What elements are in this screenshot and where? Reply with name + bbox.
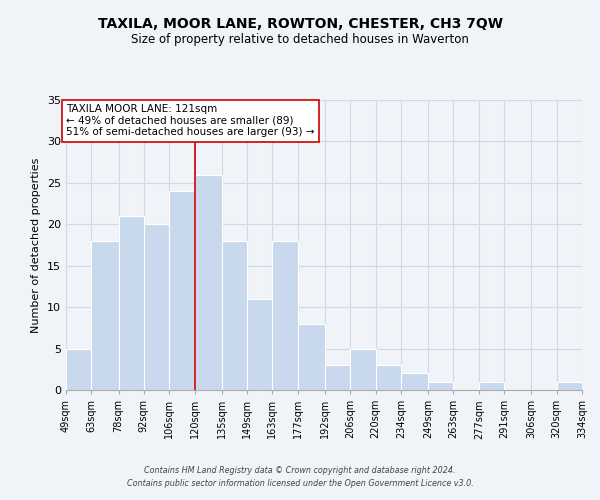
Bar — [325, 365, 350, 390]
Bar — [119, 216, 144, 390]
Bar — [272, 241, 298, 390]
Bar — [376, 365, 401, 390]
Bar — [222, 241, 247, 390]
Bar — [194, 174, 222, 390]
Bar — [557, 382, 582, 390]
Bar — [66, 348, 91, 390]
Text: Contains HM Land Registry data © Crown copyright and database right 2024.
Contai: Contains HM Land Registry data © Crown c… — [127, 466, 473, 487]
Y-axis label: Number of detached properties: Number of detached properties — [31, 158, 41, 332]
Text: TAXILA MOOR LANE: 121sqm
← 49% of detached houses are smaller (89)
51% of semi-d: TAXILA MOOR LANE: 121sqm ← 49% of detach… — [66, 104, 314, 138]
Bar — [169, 191, 194, 390]
Bar — [247, 299, 272, 390]
Text: TAXILA, MOOR LANE, ROWTON, CHESTER, CH3 7QW: TAXILA, MOOR LANE, ROWTON, CHESTER, CH3 … — [97, 18, 503, 32]
Bar — [401, 374, 428, 390]
Text: Size of property relative to detached houses in Waverton: Size of property relative to detached ho… — [131, 32, 469, 46]
Bar — [479, 382, 504, 390]
Bar — [350, 348, 376, 390]
Bar — [298, 324, 325, 390]
Bar — [91, 241, 119, 390]
Bar — [144, 224, 169, 390]
Bar — [428, 382, 454, 390]
